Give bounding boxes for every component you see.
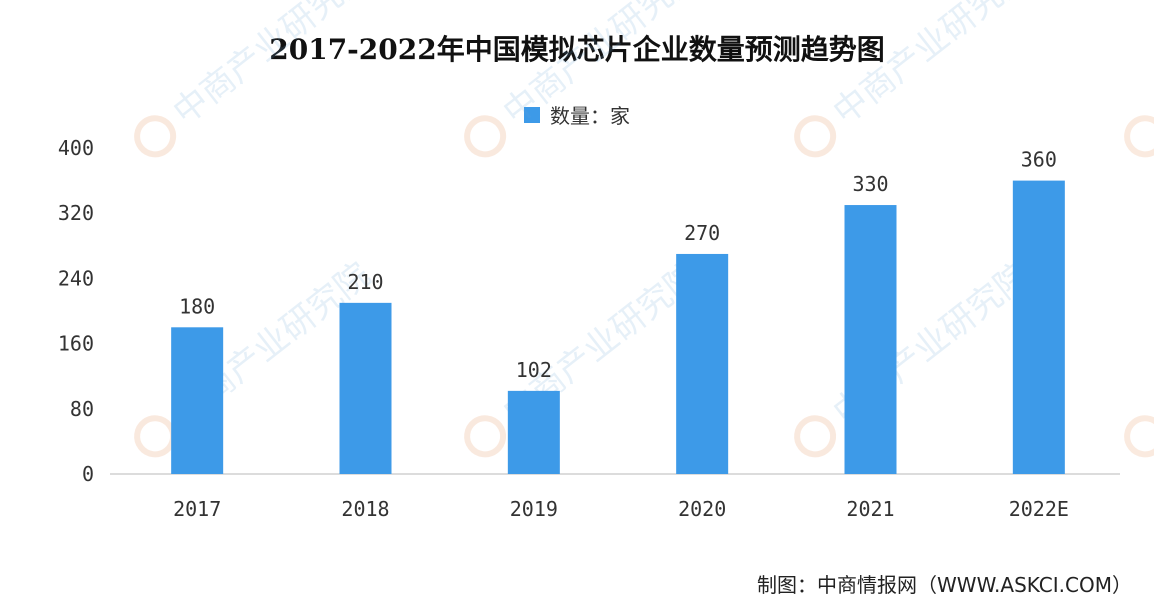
y-tick-label: 160: [58, 332, 94, 356]
watermark-logo-icon: [134, 415, 177, 458]
watermark: 中商产业研究院: [794, 0, 1038, 158]
labels-layer: 180 2017 210 2018 102 2019 270 2020 330 2021 360 20…: [173, 148, 1069, 521]
watermark-logo-icon: [1124, 115, 1154, 158]
legend-label: 数量：家: [550, 104, 630, 128]
watermark-logo-icon: [464, 115, 507, 158]
y-tick-label: 80: [70, 397, 94, 421]
bar: [676, 253, 729, 474]
watermark-text: 中商产业研究院: [826, 0, 1038, 133]
legend: 数量：家: [0, 100, 1154, 129]
watermark: 中商产业研究院: [134, 0, 378, 158]
data-label: 360: [1021, 148, 1057, 172]
x-tick-label: 2022E: [1009, 497, 1069, 521]
watermark-logo-icon: [464, 415, 507, 458]
y-tick-label: 320: [58, 201, 94, 225]
watermark: 中商产业研究院: [464, 0, 708, 158]
chart-title: 2017-2022年中国模拟芯片企业数量预测趋势图: [269, 33, 885, 66]
watermark: 中商产业研究院: [464, 255, 708, 458]
legend-swatch: [524, 106, 540, 123]
watermark: 中商产业研究院: [1124, 415, 1154, 458]
watermark-logo-icon: [134, 115, 177, 158]
x-tick-label: 2020: [678, 497, 726, 521]
bar: [339, 302, 392, 474]
x-tick-label: 2021: [846, 497, 894, 521]
watermark-text: 中商产业研究院: [166, 0, 378, 133]
axis-layer: 0 80 160 240 320 400: [58, 136, 1120, 486]
data-label: 270: [684, 221, 720, 245]
watermark: 中商产业研究院: [1124, 115, 1154, 158]
watermark-logo-icon: [1124, 415, 1154, 458]
watermark-text: 中商产业研究院: [496, 0, 708, 133]
y-tick-label: 240: [58, 266, 94, 290]
bar: [1012, 180, 1065, 474]
data-label: 330: [852, 172, 888, 196]
data-label: 102: [516, 358, 552, 382]
watermark-logo-icon: [794, 415, 837, 458]
x-tick-label: 2017: [173, 497, 221, 521]
data-label: 210: [347, 270, 383, 294]
y-tick-label: 400: [58, 136, 94, 160]
source-note: 制图：中商情报网（WWW.ASKCI.COM）: [757, 573, 1132, 597]
bar: [507, 390, 560, 474]
x-tick-label: 2019: [510, 497, 558, 521]
y-tick-label: 0: [82, 462, 94, 486]
watermark: 中商产业研究院: [794, 255, 1038, 458]
x-tick-label: 2018: [341, 497, 389, 521]
bar: [844, 205, 897, 475]
bar: [171, 327, 224, 474]
bars-layer: [171, 180, 1065, 475]
data-label: 180: [179, 294, 215, 318]
watermark-logo-icon: [794, 115, 837, 158]
